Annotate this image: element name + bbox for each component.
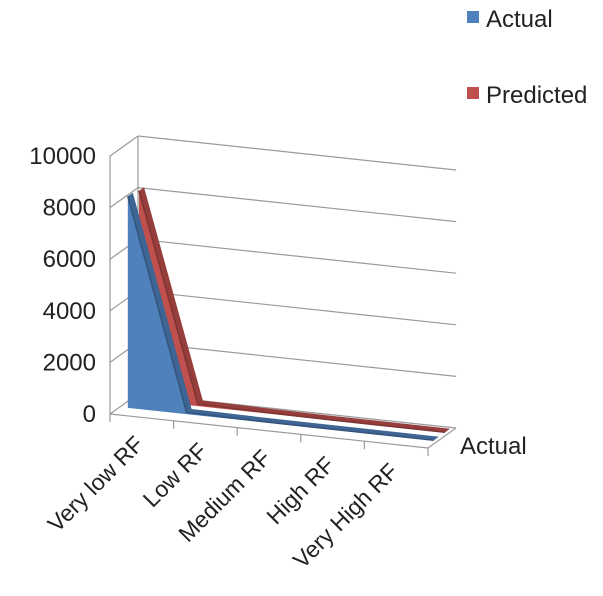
x-tick-label: Very low RF — [42, 431, 148, 537]
legend-swatch-predicted — [467, 87, 479, 99]
legend-swatch-actual — [467, 11, 479, 23]
gridline — [137, 135, 457, 171]
depth-axis-label: Actual — [460, 433, 527, 460]
grid-depth-line — [109, 187, 139, 209]
gridline — [137, 238, 457, 274]
y-tick-label: 0 — [83, 401, 96, 428]
depth-axis-line — [427, 427, 457, 449]
y-tick-label: 6000 — [43, 246, 96, 273]
grid-depth-line — [109, 135, 139, 157]
gridline — [137, 290, 457, 326]
y-tick-label: 4000 — [43, 298, 96, 325]
series-actual-line — [127, 196, 434, 442]
y-tick-label: 10000 — [29, 143, 96, 170]
legend-label-predicted: Predicted — [486, 82, 587, 109]
x-axis-line — [109, 413, 429, 449]
series-predicted-line — [138, 190, 446, 434]
gridline — [137, 187, 457, 223]
y-axis: 0 2000 4000 6000 8000 10000 — [29, 143, 96, 428]
legend-label-actual: Actual — [486, 6, 553, 33]
y-tick-label: 2000 — [43, 349, 96, 376]
y-tick-label: 8000 — [43, 195, 96, 222]
gridline — [137, 341, 457, 377]
series-layer — [127, 187, 451, 442]
legend: Actual Predicted — [467, 6, 587, 109]
